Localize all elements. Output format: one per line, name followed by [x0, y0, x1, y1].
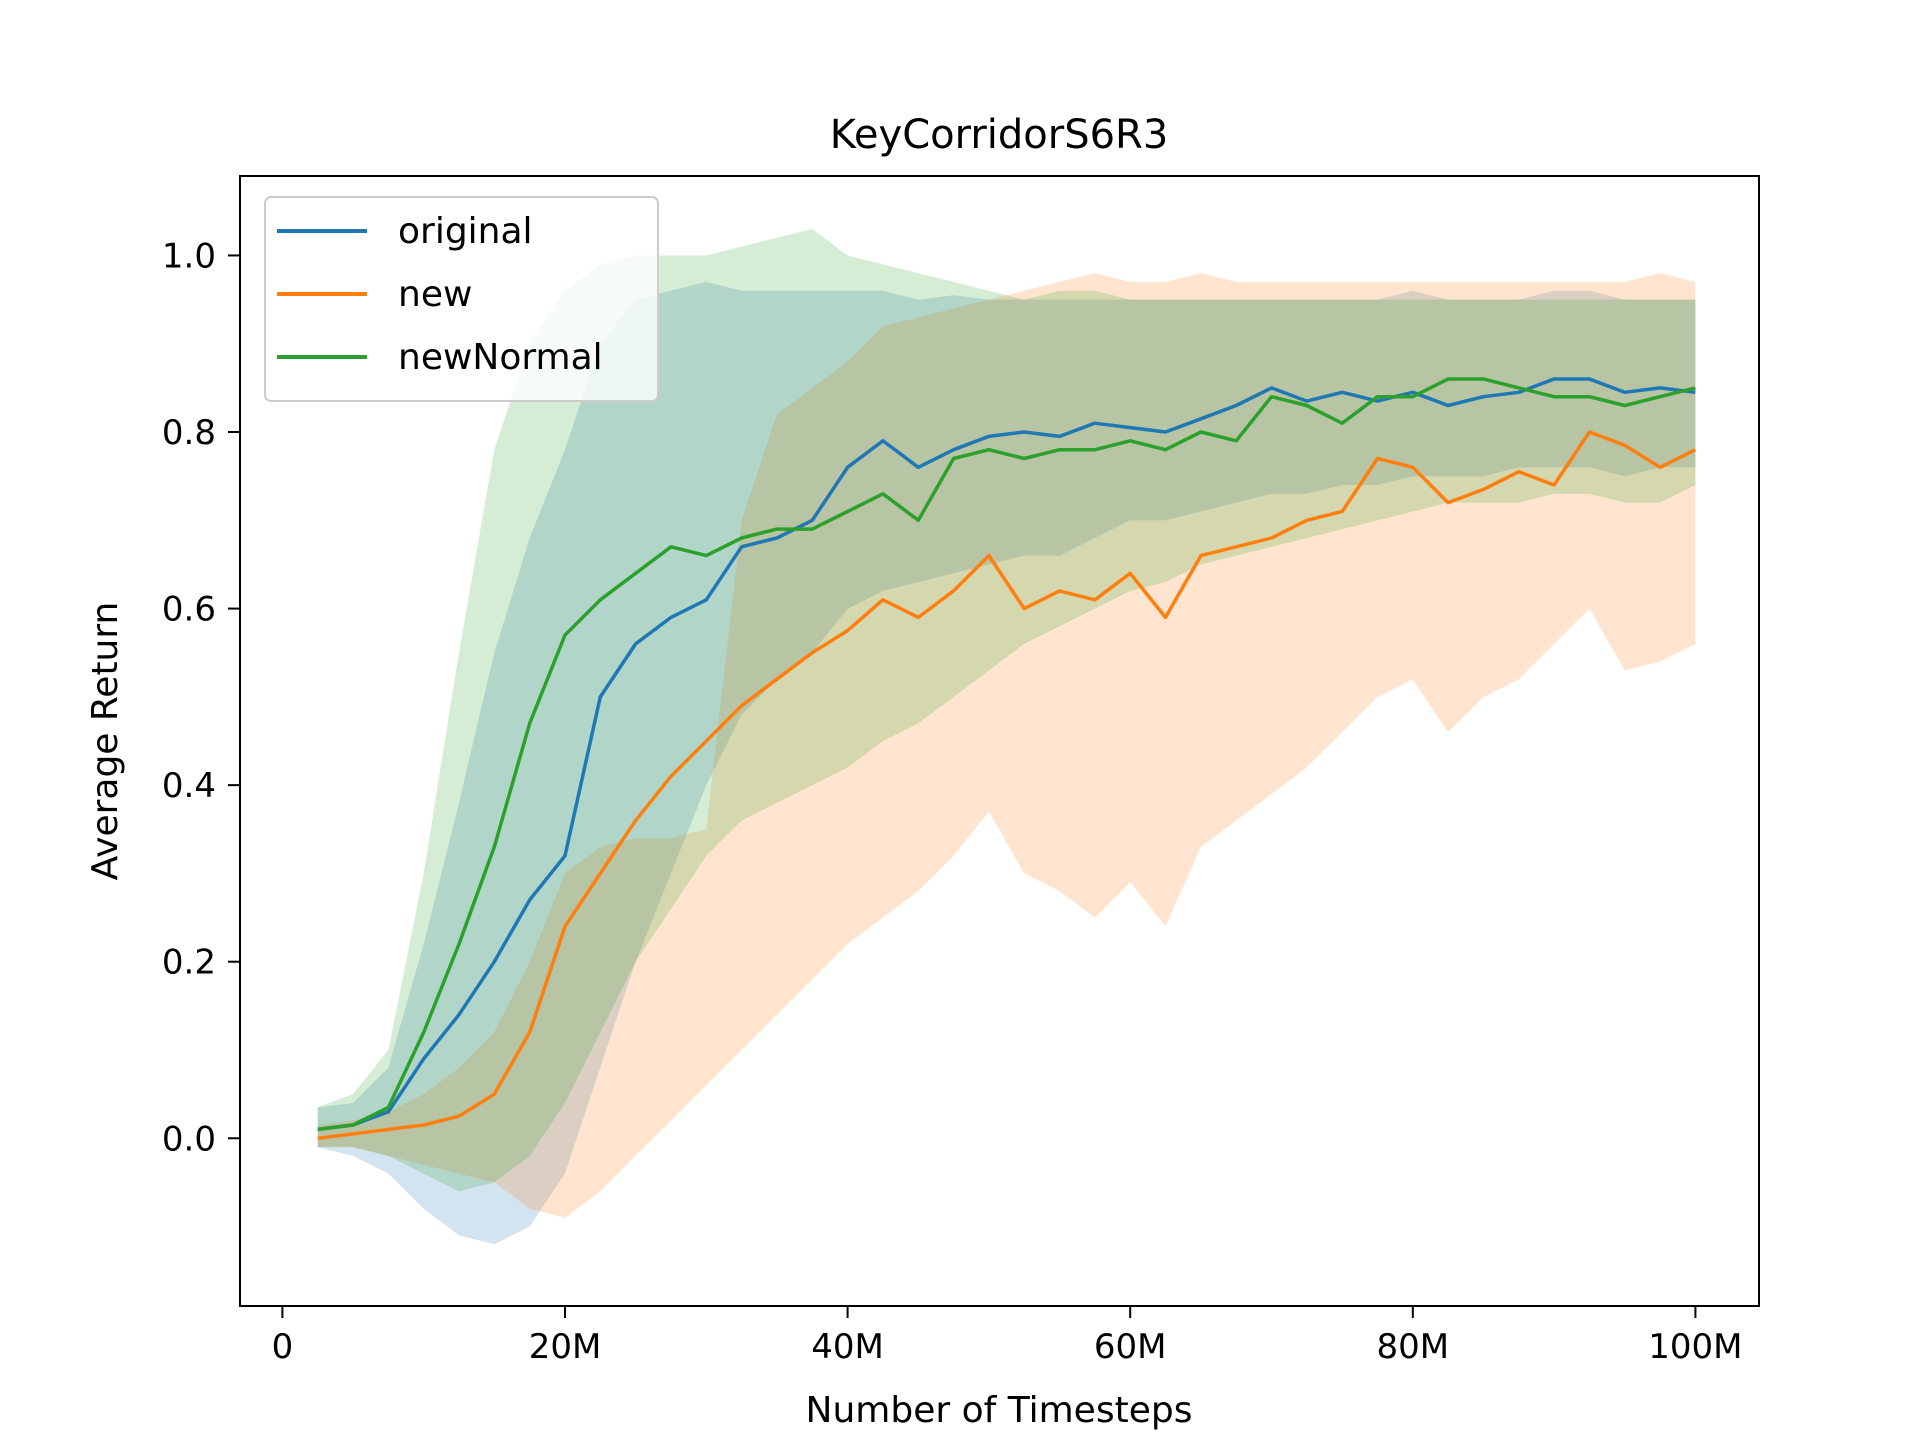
band-original	[317, 281, 1696, 1245]
y-tick-label: 0.4	[162, 766, 216, 806]
plot-frame	[239, 175, 1760, 1307]
x-tick-label: 80M	[1377, 1327, 1450, 1367]
y-tick-label: 0.2	[162, 943, 216, 983]
legend: original new newNormal	[264, 196, 659, 402]
x-tick-label: 20M	[529, 1327, 602, 1367]
x-axis-label: Number of Timesteps	[806, 1390, 1193, 1431]
line-newNormal	[317, 377, 1696, 1132]
x-tick-label: 100M	[1648, 1327, 1742, 1367]
x-tick-label: 40M	[811, 1327, 884, 1367]
x-tick-label: 60M	[1094, 1327, 1167, 1367]
legend-label-original: original	[398, 211, 533, 252]
y-tick-label: 0.0	[162, 1119, 216, 1159]
band-new	[317, 273, 1696, 1218]
legend-frame	[264, 196, 659, 402]
band-newNormal	[317, 229, 1696, 1192]
y-tick-label: 0.6	[162, 590, 216, 630]
chart-title: KeyCorridorS6R3	[830, 112, 1169, 158]
legend-label-newNormal: newNormal	[398, 337, 603, 378]
line-original	[317, 377, 1696, 1132]
series-lines	[317, 377, 1697, 1141]
y-tick-label: 0.8	[162, 413, 216, 453]
confidence-bands	[317, 229, 1696, 1245]
x-tick-label: 0	[272, 1327, 294, 1367]
x-axis: 0 20M 40M 60M 80M 100M	[272, 1306, 1743, 1367]
y-axis-label: Average Return	[85, 602, 126, 881]
y-axis: 0.0 0.2 0.4 0.6 0.8 1.0	[162, 236, 240, 1159]
legend-label-new: new	[398, 274, 472, 315]
y-tick-label: 1.0	[162, 236, 216, 276]
line-new	[317, 430, 1697, 1141]
legend-entries: original new newNormal	[277, 211, 603, 378]
